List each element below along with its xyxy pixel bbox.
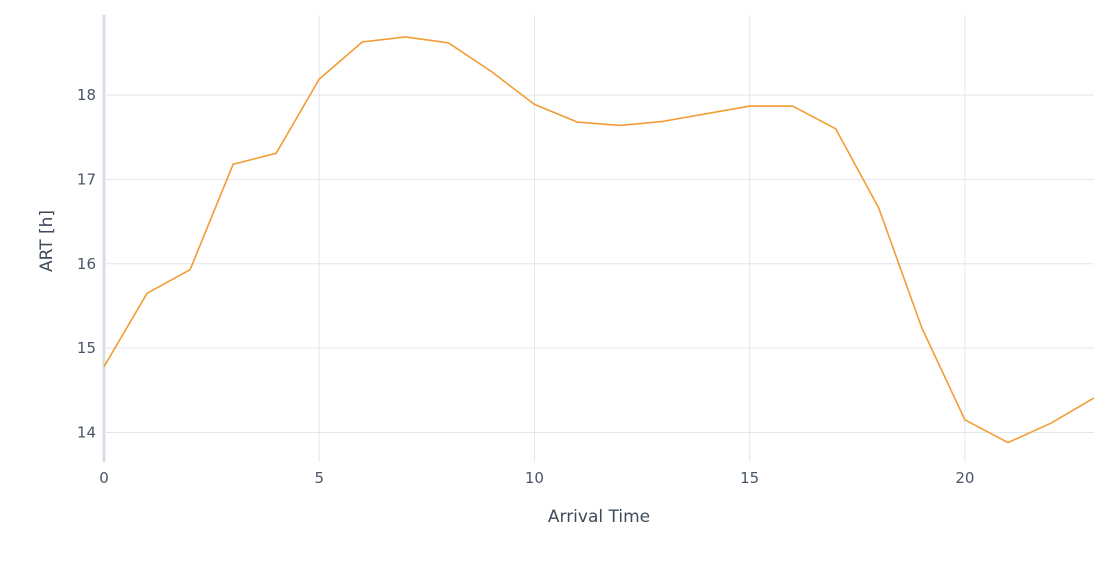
y-tick-label-15: 15 (77, 339, 96, 357)
x-axis-title: Arrival Time (548, 507, 650, 527)
y-tick-label-17: 17 (77, 170, 96, 188)
y-tick-label-18: 18 (77, 86, 96, 104)
grid-lines (102, 15, 1094, 462)
x-tick-label-10: 10 (525, 469, 544, 487)
x-tick-label-15: 15 (740, 469, 759, 487)
x-tick-label-20: 20 (955, 469, 974, 487)
series-layer (103, 36, 1095, 444)
x-tick-label-0: 0 (99, 469, 109, 487)
tick-labels: 0 5 10 15 20 14 15 16 17 18 (77, 86, 975, 487)
y-tick-label-14: 14 (77, 423, 96, 441)
y-axis-title: ART [h] (37, 210, 57, 272)
y-tick-label-16: 16 (77, 255, 96, 273)
series-line-0 (103, 36, 1095, 444)
x-tick-label-5: 5 (314, 469, 324, 487)
